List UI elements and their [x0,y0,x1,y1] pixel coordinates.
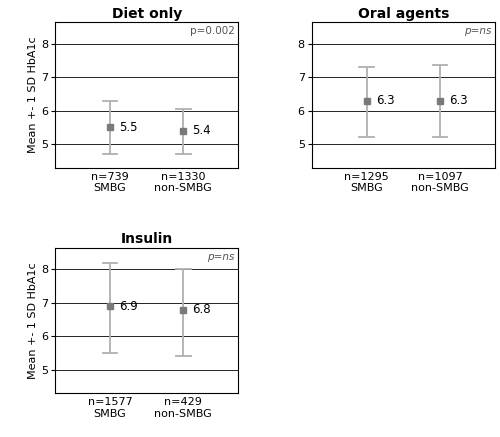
Text: 6.9: 6.9 [119,300,138,313]
Text: 6.3: 6.3 [449,94,468,107]
Text: p=ns: p=ns [464,26,491,36]
Title: Insulin: Insulin [120,232,173,246]
Text: 5.4: 5.4 [192,124,211,137]
Y-axis label: Mean +- 1 SD HbA1c: Mean +- 1 SD HbA1c [28,262,38,379]
Text: 5.5: 5.5 [119,121,138,134]
Title: Diet only: Diet only [112,7,182,21]
Y-axis label: Mean +- 1 SD HbA1c: Mean +- 1 SD HbA1c [28,36,38,153]
Text: 6.8: 6.8 [192,303,211,316]
Text: 6.3: 6.3 [376,94,394,107]
Text: p=0.002: p=0.002 [190,26,234,36]
Text: p=ns: p=ns [208,252,234,262]
Title: Oral agents: Oral agents [358,7,449,21]
